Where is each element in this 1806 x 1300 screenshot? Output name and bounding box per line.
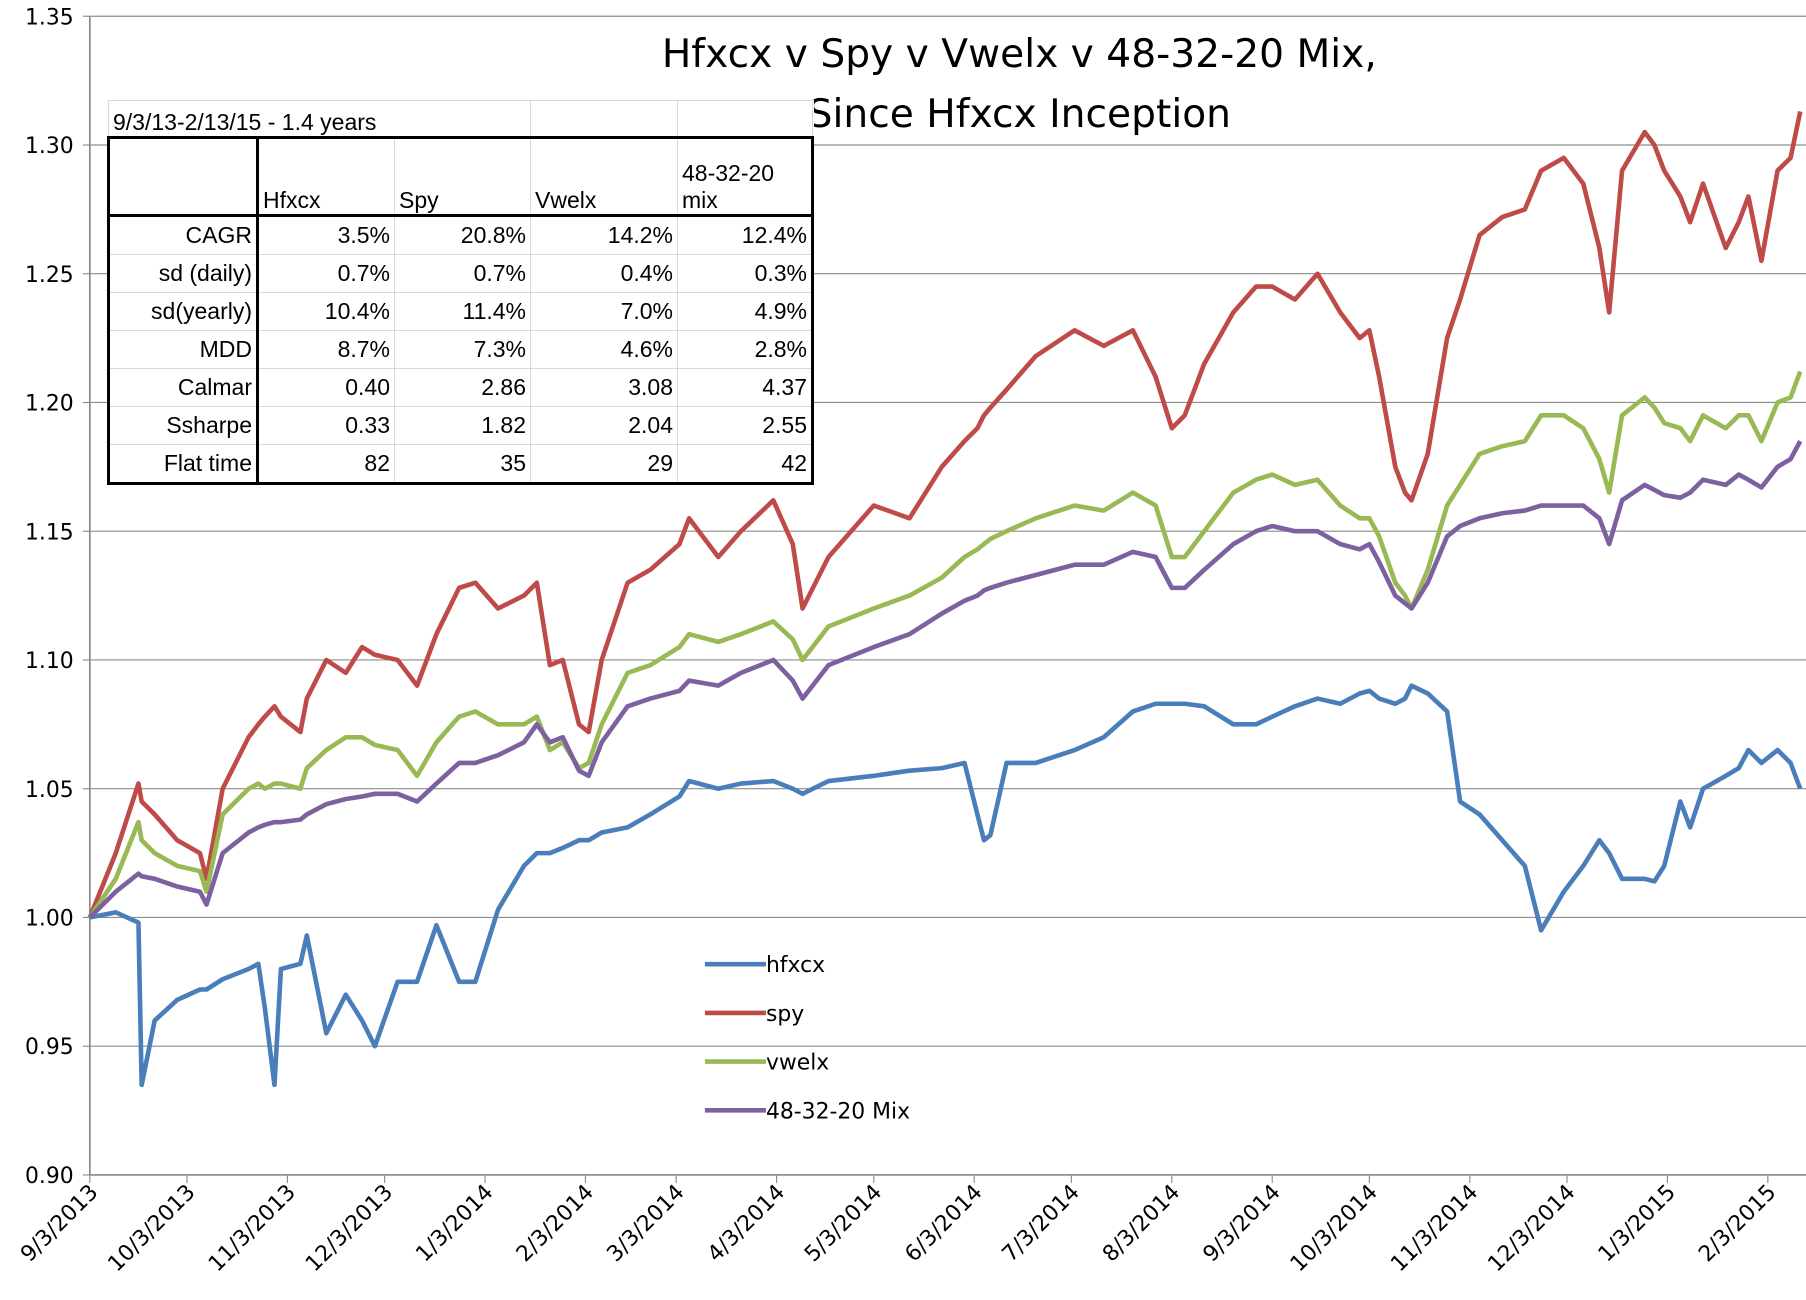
y-tick-label: 1.30 [25,134,74,159]
table-row: CAGR 3.5% 20.8% 14.2% 12.4% [107,215,814,255]
row-label: CAGR [107,215,259,255]
table-cell: 2.86 [394,368,531,407]
y-tick-label: 1.25 [25,263,74,288]
x-tick-label: 9/3/2013 [16,1180,103,1267]
table-cell: 0.4% [530,254,678,293]
y-tick-label: 0.95 [25,1035,74,1060]
series-line [87,111,1803,919]
chart-title: Since Hfxcx Inception [808,92,1231,137]
stats-table: 9/3/13-2/13/15 - 1.4 years Hfxcx Spy Vwelx 4… [107,100,814,485]
row-label: sd(yearly) [107,292,259,331]
table-title-row: 9/3/13-2/13/15 - 1.4 years [108,100,813,138]
x-tick-label: 9/3/2014 [1199,1180,1286,1267]
table-cell: 2.8% [677,330,814,369]
table-header: Hfxcx [257,136,395,217]
table-cell: 4.6% [530,330,678,369]
table-cell: 0.3% [677,254,814,293]
x-tick-label: 8/3/2014 [1098,1180,1185,1267]
table-title: 9/3/13-2/13/15 - 1.4 years [108,100,531,138]
y-tick-label: 1.05 [25,778,74,803]
x-tick-label: 6/3/2014 [901,1180,988,1267]
table-header: Vwelx [530,136,678,217]
x-tick-label: 5/3/2014 [800,1180,887,1267]
y-tick-label: 1.00 [25,907,74,932]
table-cell: 3.08 [530,368,678,407]
table-cell: 7.3% [394,330,531,369]
x-tick-label: 12/3/2013 [301,1180,398,1277]
y-tick-label: 0.90 [25,1164,74,1189]
table-row: sd (daily) 0.7% 0.7% 0.4% 0.3% [107,254,814,293]
y-tick-label: 1.20 [25,392,74,417]
series-line [87,370,1803,919]
y-tick-label: 1.35 [25,5,74,30]
table-cell: 14.2% [530,215,678,255]
table-cell [677,100,813,138]
x-tick-label: 2/3/2015 [1694,1180,1781,1267]
table-cell: 10.4% [257,292,395,331]
table-row: Calmar 0.40 2.86 3.08 4.37 [107,368,814,407]
series-line [89,683,1803,1088]
table-cell: 35 [394,444,531,485]
table-cell: 12.4% [677,215,814,255]
x-tick-label: 1/3/2014 [411,1180,498,1267]
table-cell: 4.9% [677,292,814,331]
table-cell: 2.55 [677,406,814,445]
table-cell: 7.0% [530,292,678,331]
table-header: 48-32-20 mix [677,136,814,217]
table-header [107,136,259,217]
table-cell: 0.7% [257,254,395,293]
table-header-row: Hfxcx Spy Vwelx 48-32-20 mix [107,136,814,217]
y-tick-label: 1.10 [25,649,74,674]
legend-label: 48-32-20 Mix [766,1099,910,1124]
table-cell: 1.82 [394,406,531,445]
x-tick-label: 12/3/2014 [1483,1180,1580,1277]
x-tick-label: 1/3/2015 [1594,1180,1681,1267]
row-label: Flat time [107,444,259,485]
x-tick-label: 11/3/2014 [1386,1180,1483,1277]
table-cell: 29 [530,444,678,485]
row-label: Calmar [107,368,259,407]
chart-title: Hfxcx v Spy v Vwelx v 48-32-20 Mix, [662,32,1377,77]
table-row: Flat time 82 35 29 42 [107,444,814,485]
table-row: MDD 8.7% 7.3% 4.6% 2.8% [107,330,814,369]
table-cell [530,100,678,138]
table-cell: 8.7% [257,330,395,369]
table-cell: 82 [257,444,395,485]
table-cell: 42 [677,444,814,485]
table-cell: 3.5% [257,215,395,255]
table-cell: 0.40 [257,368,395,407]
table-cell: 4.37 [677,368,814,407]
table-cell: 0.7% [394,254,531,293]
legend-label: hfxcx [766,953,825,978]
table-row: sd(yearly) 10.4% 11.4% 7.0% 4.9% [107,292,814,331]
x-tick-label: 10/3/2014 [1286,1180,1383,1277]
legend-label: spy [766,1002,804,1027]
legend-label: vwelx [766,1051,829,1076]
table-cell: 20.8% [394,215,531,255]
table-cell: 2.04 [530,406,678,445]
row-label: Ssharpe [107,406,259,445]
x-tick-label: 11/3/2013 [204,1180,301,1277]
table-cell: 11.4% [394,292,531,331]
series-line [88,440,1803,920]
table-cell: 0.33 [257,406,395,445]
x-tick-label: 2/3/2014 [512,1180,599,1267]
x-tick-label: 10/3/2013 [103,1180,200,1277]
table-row: Ssharpe 0.33 1.82 2.04 2.55 [107,406,814,445]
x-tick-label: 4/3/2014 [703,1180,790,1267]
x-tick-label: 3/3/2014 [602,1180,689,1267]
x-tick-label: 7/3/2014 [998,1180,1085,1267]
row-label: sd (daily) [107,254,259,293]
table-header: Spy [394,136,531,217]
row-label: MDD [107,330,259,369]
y-tick-label: 1.15 [25,520,74,545]
